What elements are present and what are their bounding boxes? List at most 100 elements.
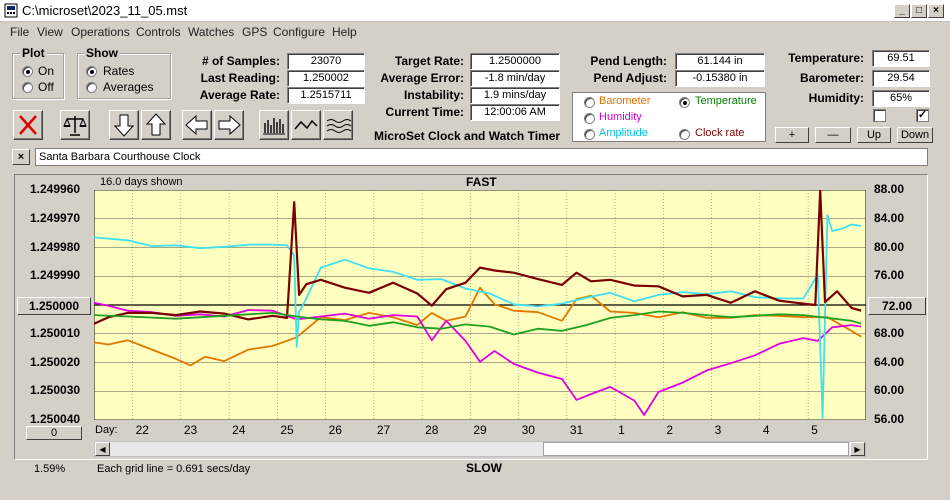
pend-length-label: Pend Length: [590,54,667,68]
right-arrow-button[interactable] [214,110,244,140]
bar-view-button[interactable] [259,110,289,140]
x-tick-label: 22 [135,423,149,437]
barometer-field: 29.54 [872,70,930,87]
x-tick-label: 24 [232,423,246,437]
current-time-field: 12:00:06 AM [470,104,560,121]
average-rate-field: 1.2515711 [287,87,365,104]
minimize-button[interactable]: _ [894,4,910,18]
last-reading-label: Last Reading: [200,71,280,85]
percent-label: 1.59% [34,463,66,475]
down-arrow-button[interactable] [109,110,139,140]
arrow-down-icon [113,114,135,137]
menu-help[interactable]: Help [332,25,357,39]
right-center-button[interactable]: 72.00 [868,297,926,315]
average-error-label: Average Error: [380,71,464,85]
menu-gps[interactable]: GPS [242,25,268,39]
series-temperature-label: Temperature [695,95,757,107]
arrow-up-icon [145,113,167,136]
series-line-humidity [94,301,862,416]
scrollbar-thumb[interactable] [543,442,849,456]
offset-button[interactable]: 0 [26,426,82,440]
close-window-button[interactable]: × [928,4,944,18]
menu-watches[interactable]: Watches [188,25,235,39]
scroll-right-button[interactable]: ▶ [850,442,865,456]
option-checkbox-2[interactable]: ✓ [916,109,929,122]
left-tick-label: 1.250010 [30,325,81,340]
plot-on-radio[interactable] [22,66,33,77]
x-tick-label: 1 [618,423,625,437]
series-amplitude-radio[interactable] [584,129,595,140]
balance-button[interactable] [60,110,90,140]
plus-button[interactable]: + [775,127,809,143]
series-clockrate-radio[interactable] [679,129,690,140]
series-line-barometer [94,286,862,367]
samples-label: # of Samples: [201,54,280,68]
x-tick-label: 23 [183,423,198,437]
menu-configure[interactable]: Configure [273,25,326,39]
scroll-left-button[interactable]: ◀ [95,442,110,456]
x-tick-label: 31 [569,423,584,437]
chart-plot-area [94,190,866,420]
menu-view[interactable]: View [37,25,63,39]
series-barometer-radio[interactable] [584,97,595,108]
bars-icon [263,118,285,135]
show-rates-radio[interactable] [86,66,97,77]
fast-label: FAST [466,175,497,189]
right-tick-label: 84.00 [874,210,905,225]
stop-button[interactable] [13,110,43,140]
show-rates-label: Rates [103,64,135,78]
left-tick-label: 1.250030 [30,383,81,398]
multi-line-view-button[interactable] [323,110,353,140]
series-temperature-radio[interactable] [679,97,690,108]
wave-line-icon [294,119,318,130]
waves-icon [326,119,352,133]
plot-off-label: Off [38,80,54,94]
app-title: MicroSet Clock and Watch Timer [374,129,561,143]
plot-group-title: Plot [20,46,47,60]
line-view-button[interactable] [291,110,321,140]
menu-file[interactable]: File [10,25,30,39]
close-clock-button[interactable]: × [12,149,30,165]
series-amplitude-label: Amplitude [599,127,648,139]
left-tick-label: 1.249970 [30,210,81,225]
up-arrow-button[interactable] [141,110,171,140]
left-center-button[interactable]: 1.250000 [17,297,91,315]
plot-on-label: On [38,64,55,78]
show-averages-radio[interactable] [86,82,97,93]
x-tick-label: 2 [666,423,674,437]
x-tick-label: 29 [473,423,487,437]
minus-button[interactable]: — [815,127,851,143]
grid-note-label: Each grid line = 0.691 secs/day [97,463,251,475]
up-button[interactable]: Up [857,127,891,143]
right-tick-label: 76.00 [874,268,905,283]
show-group [77,53,171,99]
menu-operations[interactable]: Operations [71,25,130,39]
current-time-label: Current Time: [385,105,464,119]
series-barometer-label: Barometer [599,95,651,107]
x-tick-label: 30 [521,423,535,437]
down-button[interactable]: Down [897,127,933,143]
x-tick-label: 27 [376,423,391,437]
left-tick-label: 1.249990 [30,268,81,283]
option-checkbox-1[interactable] [873,109,886,122]
right-tick-label: 60.00 [874,383,905,398]
left-tick-label: 1.249980 [30,239,81,254]
left-tick-label: 1.250020 [30,354,81,369]
x-tick-label: 28 [425,423,439,437]
right-tick-label: 80.00 [874,239,905,254]
menu-controls[interactable]: Controls [136,25,181,39]
series-line-amplitude [94,214,862,419]
series-clockrate-label: Clock rate [695,127,745,139]
series-line-clock-rate [94,190,862,325]
pend-adjust-label: Pend Adjust: [593,71,667,85]
left-arrow-button[interactable] [182,110,212,140]
maximize-button[interactable]: □ [911,4,927,18]
series-selector [572,92,766,142]
series-line-temperature [94,310,862,336]
clock-name-input[interactable]: Santa Barbara Courthouse Clock [35,148,928,166]
series-humidity-radio[interactable] [584,113,595,124]
target-rate-label: Target Rate: [394,54,464,68]
right-tick-label: 64.00 [874,354,905,369]
average-rate-label: Average Rate: [199,88,280,102]
plot-off-radio[interactable] [22,82,33,93]
